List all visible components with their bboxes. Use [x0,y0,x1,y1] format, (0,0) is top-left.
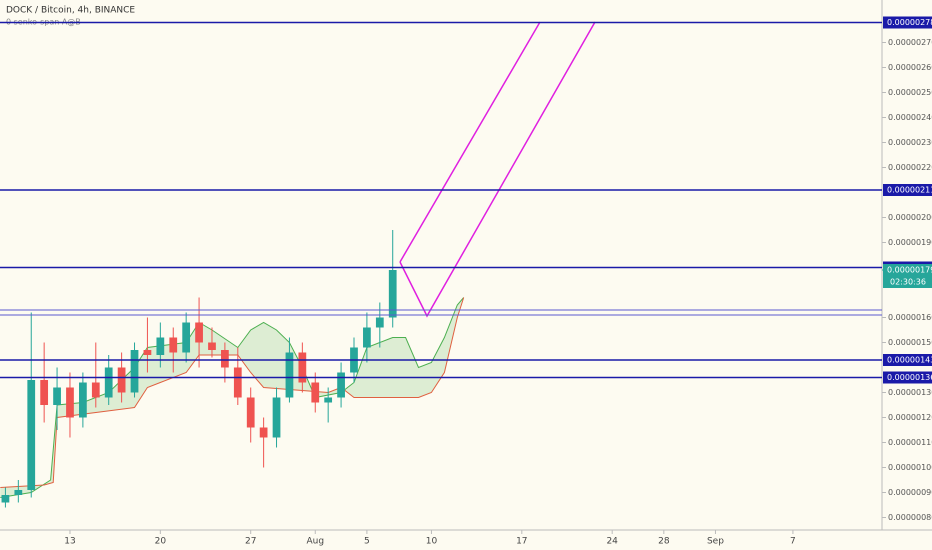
senkou-line [0,297,465,498]
y-tick-label: 0.00000160 [888,313,932,322]
y-tick-label: 0.00000110 [888,438,932,447]
y-tick-label: 0.00000200 [888,213,932,222]
last-price-label: 0.00000179 [887,266,932,275]
candle-body [40,380,49,405]
y-tick-label: 0.00000270 [888,38,932,47]
candle-body [156,337,165,355]
y-tick-label: 0.00000080 [888,513,932,522]
x-tick-label: 5 [364,537,370,547]
candle-body [233,367,242,398]
candle-body [143,350,152,355]
pattern-line [399,21,596,318]
x-tick-label: 7 [790,537,796,547]
y-tick-label: 0.00000260 [888,63,932,72]
x-tick-label: 10 [426,537,438,547]
candle-body [130,350,139,393]
candle-body [117,367,126,393]
x-tick-label: 24 [606,537,618,547]
candle-body [285,352,294,398]
candle-body [104,367,113,398]
candle-body [1,495,10,503]
x-tick-label: 17 [516,537,527,547]
x-tick-label: Sep [707,537,724,547]
candle-body [259,427,268,438]
level-label-bg [883,16,932,29]
candle-body [324,397,333,403]
candle-body [195,322,203,343]
y-tick-label: 0.00000230 [888,138,932,147]
candle-body [375,317,384,328]
countdown-label: 02:30:36 [890,278,926,287]
x-tick-label: 28 [658,537,670,547]
candle-body [53,387,61,405]
candle-body [208,342,216,350]
candle-body [311,382,320,403]
y-tick-label: 0.00000120 [888,413,932,422]
candle-body [363,327,371,348]
level-label: 0.00000136 [887,373,932,382]
candle-body [14,490,23,495]
y-tick-label: 0.00000240 [888,113,932,122]
y-tick-label: 0.00000190 [888,238,932,247]
candle-body [27,380,36,490]
y-tick-label: 0.00000220 [888,163,932,172]
y-tick-label: 0.00000130 [888,388,932,397]
candle-body [337,372,345,398]
candle-body [272,397,281,438]
level-label-bg [883,371,932,384]
x-tick-label: Aug [306,537,324,547]
y-tick-label: 0.00000250 [888,88,932,97]
x-tick-label: 27 [245,537,256,547]
candle-body [388,270,397,318]
pattern-line [399,21,541,263]
level-label-bg [883,354,932,366]
candle-body [79,382,87,418]
y-tick-label: 0.00000090 [888,488,932,497]
candle-body [182,322,191,353]
level-label: 0.00000211 [887,186,932,195]
candle-body [169,337,178,353]
chart-title: DOCK / Bitcoin, 4h, BINANCE [6,6,135,16]
level-label-bg [883,184,932,196]
candle-body [66,387,74,418]
y-tick-label: 0.00000100 [888,463,932,472]
candle-body [298,352,307,383]
candle-body [91,382,100,398]
x-tick-label: 20 [155,537,167,547]
y-tick-label: 0.00000150 [888,338,932,347]
level-label: 0.00000143 [887,356,932,365]
candle-body [246,397,255,428]
candle-body [221,350,229,368]
x-tick-label: 13 [64,537,75,547]
last-price-bg [883,264,932,288]
level-label: 0.00000278 [887,18,932,27]
